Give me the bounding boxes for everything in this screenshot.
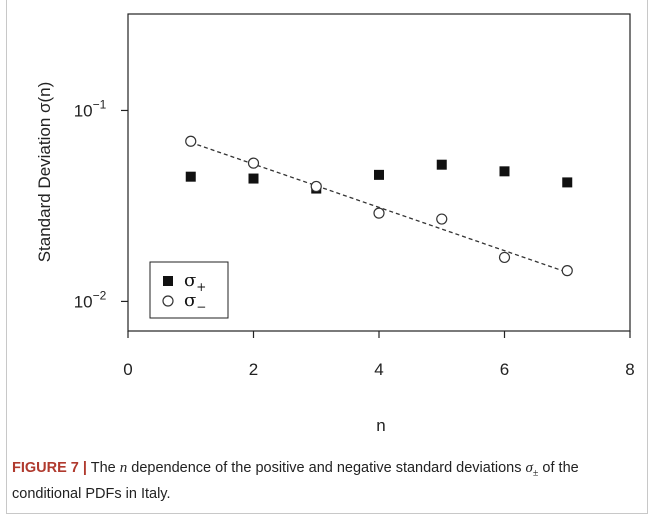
point-sigma-minus xyxy=(498,251,511,264)
caption-text-1: The xyxy=(86,460,120,476)
point-sigma-minus xyxy=(247,157,260,169)
caption-sigma: σ± xyxy=(525,460,539,479)
y-axis-title: Standard Deviation σ(n) xyxy=(35,82,54,263)
caption-text-3: of the conditional PDFs in Italy. xyxy=(12,460,579,502)
legend-marker-sigma-minus xyxy=(162,295,174,307)
y-tick-exponent: −2 xyxy=(93,288,107,302)
point-sigma-minus xyxy=(185,135,197,147)
legend-label-base: σ xyxy=(184,270,196,291)
point-sigma-minus xyxy=(561,265,573,277)
point-sigma-plus xyxy=(499,166,510,177)
point-sigma-minus xyxy=(436,213,448,225)
y-tick-exponent: −1 xyxy=(93,97,107,111)
point-sigma-minus xyxy=(373,207,385,219)
x-tick-label: 6 xyxy=(500,360,509,379)
legend-label: σ+ xyxy=(184,270,206,294)
caption-variable-n: n xyxy=(119,460,128,476)
point-sigma-plus xyxy=(374,169,384,180)
x-axis-title: n xyxy=(376,416,385,435)
point-sigma-plus xyxy=(436,159,447,170)
x-axis: 0 2 4 6 8 xyxy=(123,331,635,379)
point-sigma-minus xyxy=(310,180,322,193)
y-axis: 10−110−2 xyxy=(74,97,128,311)
figure-caption: FIGURE 7 | The n dependence of the posit… xyxy=(12,458,632,505)
y-tick-label: 10−1 xyxy=(74,97,107,120)
y-tick-base: 10 xyxy=(74,292,93,311)
caption-text-2: dependence of the positive and negative … xyxy=(127,460,526,476)
x-tick-label: 2 xyxy=(249,360,258,379)
data-marks xyxy=(185,135,573,277)
x-tick-label: 0 xyxy=(123,360,132,379)
legend-label-base: σ xyxy=(184,290,196,311)
figure-frame xyxy=(6,0,648,514)
caption-sigma-base: σ xyxy=(525,460,533,476)
legend-label-sub: + xyxy=(196,280,206,294)
caption-sigma-sub: ± xyxy=(532,468,539,479)
point-sigma-plus xyxy=(562,177,573,188)
legend: σ+σ− xyxy=(149,261,229,319)
fit-line-sigma-minus xyxy=(190,141,568,273)
legend-label: σ− xyxy=(184,290,206,314)
point-sigma-plus xyxy=(185,171,196,182)
x-tick-label: 4 xyxy=(374,360,383,379)
legend-label-sub: − xyxy=(196,300,206,314)
y-tick-base: 10 xyxy=(74,101,93,120)
legend-box xyxy=(149,261,229,319)
legend-marker-sigma-plus xyxy=(163,276,173,286)
caption-label: FIGURE 7 | xyxy=(12,460,87,476)
fit-line-layer xyxy=(190,141,568,273)
point-sigma-plus xyxy=(248,173,259,184)
y-tick-label: 10−2 xyxy=(74,288,107,311)
x-tick-label: 8 xyxy=(625,360,634,379)
